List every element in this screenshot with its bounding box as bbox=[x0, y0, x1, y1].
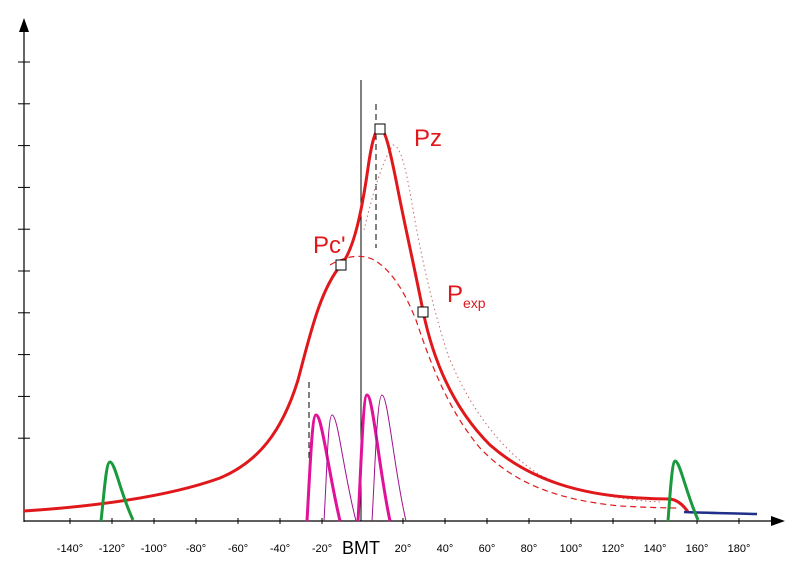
x-tick-label: 140° bbox=[644, 543, 667, 555]
dashed-pressure-curve bbox=[329, 255, 681, 509]
valve-curve-left bbox=[99, 460, 135, 522]
injection-pulse-1 bbox=[305, 413, 342, 522]
x-tick-label: -140° bbox=[57, 543, 83, 555]
x-tick-label: 60° bbox=[479, 543, 496, 555]
x-tick-label: 120° bbox=[602, 543, 625, 555]
exhaust-curve bbox=[683, 510, 758, 516]
injection-pulse-4 bbox=[371, 394, 407, 522]
dotted-pressure-curve bbox=[363, 144, 661, 503]
pexp-marker bbox=[417, 306, 429, 318]
pexp-label-main: P bbox=[447, 281, 463, 308]
x-tick-label: 20° bbox=[395, 543, 412, 555]
pz-marker bbox=[374, 123, 386, 135]
x-tick-label: 80° bbox=[521, 543, 538, 555]
bmt-label: BMT bbox=[342, 538, 380, 558]
pc-marker bbox=[335, 259, 347, 271]
x-tick-label: 180° bbox=[728, 543, 751, 555]
x-tick-label: 40° bbox=[437, 543, 454, 555]
x-tick-label: -20° bbox=[312, 543, 332, 555]
y-axis-arrow-icon bbox=[19, 18, 29, 32]
pz-label: Pz bbox=[414, 125, 442, 152]
x-axis-ticks: -140° -120° -100° -80° -60° -40° -20° 20° 40° 60°… bbox=[57, 518, 751, 555]
x-axis-arrow-icon bbox=[771, 516, 785, 526]
x-tick-label: -40° bbox=[270, 543, 290, 555]
pc-label: Pc' bbox=[313, 232, 346, 259]
injection-pulse-2 bbox=[323, 414, 357, 522]
y-axis-ticks bbox=[18, 61, 30, 439]
pexp-label: Pexp bbox=[447, 281, 486, 311]
x-tick-label: -60° bbox=[228, 543, 248, 555]
injection-pulse-3 bbox=[356, 393, 392, 522]
x-tick-label: 100° bbox=[560, 543, 583, 555]
x-tick-label: 160° bbox=[686, 543, 709, 555]
pexp-label-sub: exp bbox=[463, 295, 486, 311]
valve-curve-right bbox=[666, 459, 700, 522]
main-pressure-curve bbox=[23, 126, 690, 513]
x-tick-label: -100° bbox=[141, 543, 167, 555]
x-tick-label: -80° bbox=[186, 543, 206, 555]
x-tick-label: -120° bbox=[99, 543, 125, 555]
